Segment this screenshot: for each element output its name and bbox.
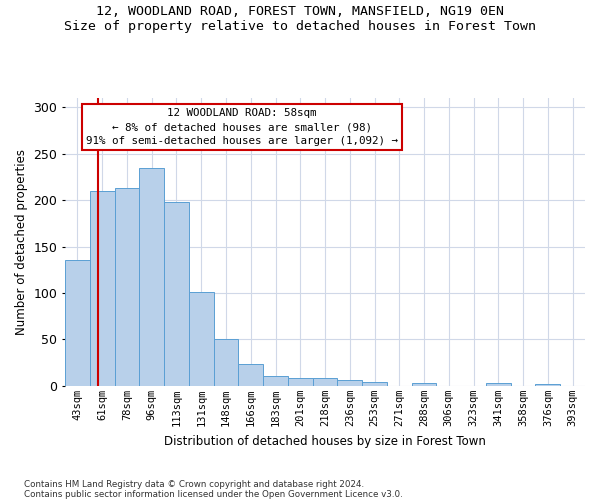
Bar: [164, 202, 189, 386]
X-axis label: Distribution of detached houses by size in Forest Town: Distribution of detached houses by size …: [164, 434, 486, 448]
Bar: [337, 380, 362, 386]
Text: 12, WOODLAND ROAD, FOREST TOWN, MANSFIELD, NG19 0EN
Size of property relative to: 12, WOODLAND ROAD, FOREST TOWN, MANSFIEL…: [64, 5, 536, 33]
Bar: [214, 338, 238, 386]
Bar: [412, 383, 436, 386]
Bar: [90, 191, 115, 386]
Bar: [238, 364, 263, 386]
Bar: [535, 384, 560, 386]
Bar: [189, 292, 214, 386]
Bar: [313, 378, 337, 386]
Bar: [115, 188, 139, 386]
Text: Contains HM Land Registry data © Crown copyright and database right 2024.
Contai: Contains HM Land Registry data © Crown c…: [24, 480, 403, 499]
Y-axis label: Number of detached properties: Number of detached properties: [15, 149, 28, 335]
Text: 12 WOODLAND ROAD: 58sqm
← 8% of detached houses are smaller (98)
91% of semi-det: 12 WOODLAND ROAD: 58sqm ← 8% of detached…: [86, 108, 398, 146]
Bar: [65, 260, 90, 386]
Bar: [139, 168, 164, 386]
Bar: [288, 378, 313, 386]
Bar: [362, 382, 387, 386]
Bar: [486, 383, 511, 386]
Bar: [263, 376, 288, 386]
